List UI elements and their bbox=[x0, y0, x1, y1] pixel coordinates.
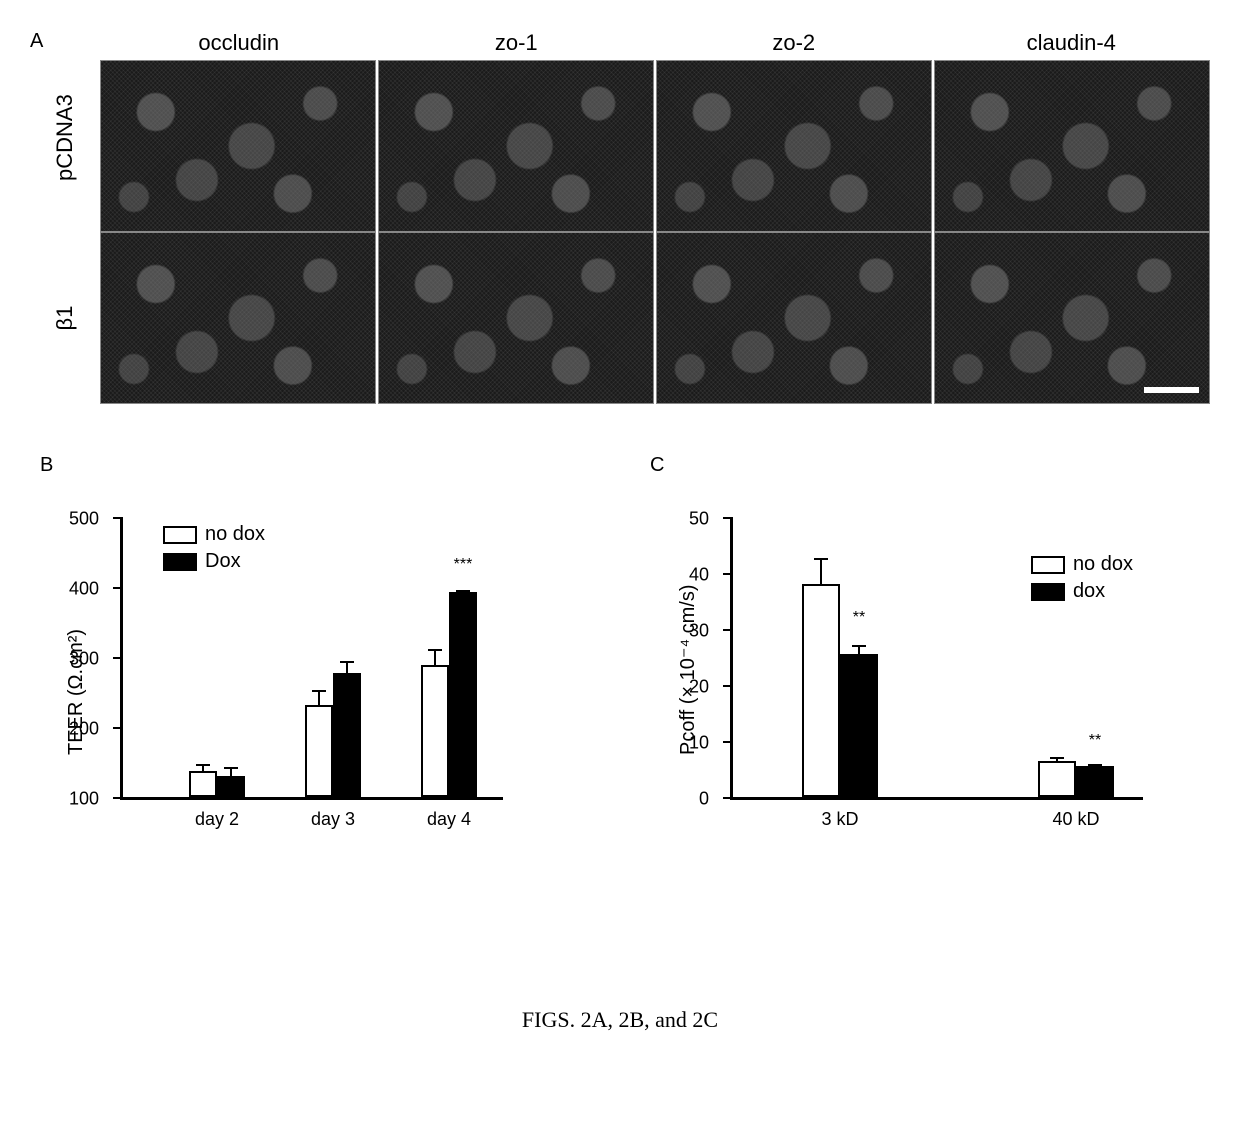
bar bbox=[1076, 766, 1114, 797]
figure-caption: FIGS. 2A, 2B, and 2C bbox=[30, 1007, 1210, 1033]
plot-area: 100200300400500day 2day 3day 4***no doxD… bbox=[120, 517, 503, 800]
error-bar bbox=[434, 649, 436, 667]
error-bar bbox=[820, 558, 822, 586]
micrograph bbox=[100, 232, 376, 404]
legend-label: no dox bbox=[1073, 553, 1133, 576]
legend-swatch bbox=[163, 553, 197, 571]
bar bbox=[802, 584, 840, 797]
y-tick: 400 bbox=[113, 587, 123, 589]
bar bbox=[449, 592, 477, 797]
legend-row: no dox bbox=[163, 523, 265, 546]
micrograph bbox=[378, 232, 654, 404]
panel-c-label: C bbox=[650, 454, 1210, 477]
bar bbox=[305, 705, 333, 797]
y-tick: 10 bbox=[723, 741, 733, 743]
panel-b: B 100 200 300 400 500 day 2 day 3 day 4 *** no do… bbox=[30, 454, 600, 857]
bar bbox=[333, 673, 361, 797]
legend-row: Dox bbox=[163, 550, 265, 573]
bar bbox=[421, 665, 449, 797]
significance-marker: ** bbox=[1089, 732, 1101, 750]
micrograph bbox=[934, 60, 1210, 232]
micrograph bbox=[378, 60, 654, 232]
panel-c: C 0 10 20 30 40 50 3 kD 40 kD ** ** no dox dox Pcoff… bbox=[640, 454, 1210, 857]
legend: no dox Dox bbox=[163, 523, 265, 577]
y-tick-label: 500 bbox=[69, 509, 99, 530]
y-tick: 20 bbox=[723, 685, 733, 687]
micrograph bbox=[656, 232, 932, 404]
y-tick-label: 0 bbox=[699, 789, 709, 810]
y-tick: 200 bbox=[113, 727, 123, 729]
row-cells bbox=[100, 60, 1210, 232]
legend-label: Dox bbox=[205, 550, 241, 573]
y-tick: 100 bbox=[113, 797, 123, 799]
bar bbox=[217, 776, 245, 797]
error-bar bbox=[346, 661, 348, 675]
y-tick: 300 bbox=[113, 657, 123, 659]
y-tick: 0 bbox=[723, 797, 733, 799]
col-header: zo-2 bbox=[655, 30, 933, 56]
row-label: pCDNA3 bbox=[52, 111, 78, 181]
x-tick-label: day 3 bbox=[311, 809, 355, 830]
panels-bc-row: B 100200300400500day 2day 3day 4***no do… bbox=[30, 454, 1210, 857]
panel-b-label: B bbox=[40, 454, 600, 477]
y-tick: 500 bbox=[113, 517, 123, 519]
error-bar bbox=[318, 690, 320, 707]
y-tick-label: 100 bbox=[69, 789, 99, 810]
y-tick-label: 40 bbox=[689, 565, 709, 586]
micrograph bbox=[934, 232, 1210, 404]
legend-row: dox bbox=[1031, 580, 1133, 603]
micrograph bbox=[656, 60, 932, 232]
figure-container: A occludin zo-1 zo-2 claudin-4 pCDNA3 β1 bbox=[30, 30, 1210, 1033]
panel-a-row-1: pCDNA3 bbox=[30, 60, 1210, 232]
row-cells bbox=[100, 232, 1210, 404]
x-tick-label: day 2 bbox=[195, 809, 239, 830]
col-header: claudin-4 bbox=[933, 30, 1211, 56]
legend: no dox dox bbox=[1031, 553, 1133, 607]
bar bbox=[840, 654, 878, 797]
y-axis-title: Pcoff (× 10⁻⁴ cm/s) bbox=[675, 585, 700, 756]
legend-label: dox bbox=[1073, 580, 1105, 603]
y-tick: 50 bbox=[723, 517, 733, 519]
col-header: occludin bbox=[100, 30, 378, 56]
x-tick-label: day 4 bbox=[427, 809, 471, 830]
micrograph bbox=[100, 60, 376, 232]
scale-bar bbox=[1144, 387, 1199, 393]
legend-label: no dox bbox=[205, 523, 265, 546]
panel-a-col-headers: occludin zo-1 zo-2 claudin-4 bbox=[100, 30, 1210, 56]
error-bar bbox=[1094, 764, 1096, 768]
legend-swatch bbox=[1031, 556, 1065, 574]
legend-swatch bbox=[1031, 583, 1065, 601]
error-bar bbox=[462, 590, 464, 594]
panel-c-chart: 0 10 20 30 40 50 3 kD 40 kD ** ** no dox dox Pcoff (… bbox=[640, 497, 1210, 857]
bar bbox=[189, 771, 217, 797]
y-tick: 30 bbox=[723, 629, 733, 631]
y-tick: 40 bbox=[723, 573, 733, 575]
y-tick-label: 50 bbox=[689, 509, 709, 530]
error-bar bbox=[1056, 757, 1058, 763]
legend-row: no dox bbox=[1031, 553, 1133, 576]
x-tick-label: 3 kD bbox=[821, 809, 858, 830]
panel-a-row-2: β1 bbox=[30, 232, 1210, 404]
panel-a-label: A bbox=[30, 30, 43, 53]
y-tick-label: 400 bbox=[69, 579, 99, 600]
bar bbox=[1038, 761, 1076, 797]
panel-b-chart: 100 200 300 400 500 day 2 day 3 day 4 *** no dox D… bbox=[30, 497, 600, 857]
significance-marker: *** bbox=[454, 556, 473, 574]
x-tick-label: 40 kD bbox=[1052, 809, 1099, 830]
error-bar bbox=[230, 767, 232, 778]
significance-marker: ** bbox=[853, 609, 865, 627]
panel-a: A occludin zo-1 zo-2 claudin-4 pCDNA3 β1 bbox=[30, 30, 1210, 404]
error-bar bbox=[858, 645, 860, 656]
col-header: zo-1 bbox=[378, 30, 656, 56]
y-axis-title: TEER (Ω.cm²) bbox=[65, 629, 88, 755]
plot-area: 010203040503 kD40 kD****no doxdox bbox=[730, 517, 1143, 800]
error-bar bbox=[202, 764, 204, 773]
legend-swatch bbox=[163, 526, 197, 544]
row-label: β1 bbox=[52, 283, 78, 353]
